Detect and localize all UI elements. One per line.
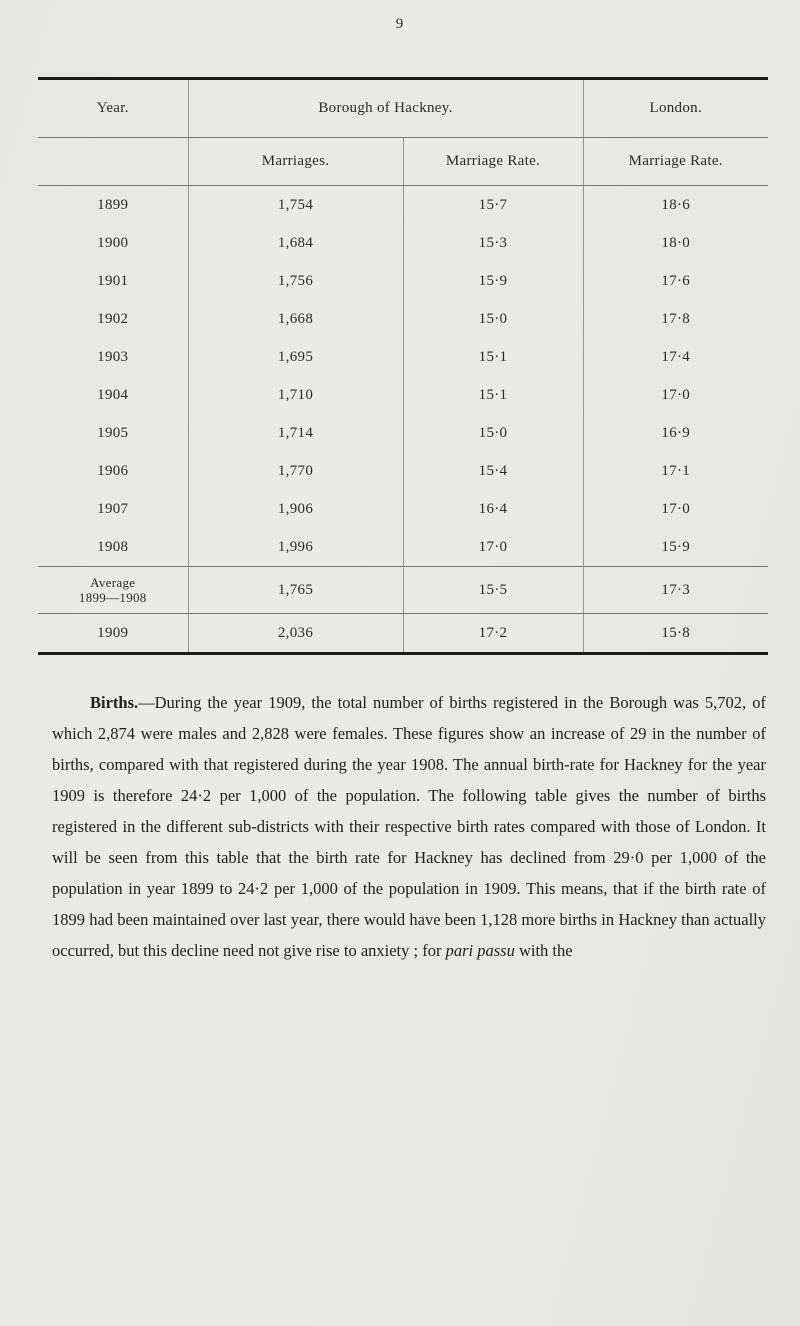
year-cell: 1900 <box>97 234 129 251</box>
marriages-cell: 1,695 <box>187 338 403 376</box>
table-row-1909: 1909 2,036 17·2 15·8 <box>38 613 768 654</box>
rate-cell: 15·1 <box>402 338 583 376</box>
average-label-line2: 1899—1908 <box>78 590 147 605</box>
col-subheader-marriages: Marriages. <box>187 137 403 186</box>
marriages-cell: 1,684 <box>187 224 403 262</box>
rate-cell: 15·1 <box>402 376 583 414</box>
rate-cell: 16·4 <box>402 490 583 528</box>
year-cell: 1907 <box>97 500 129 517</box>
marriages-cell: 1,765 <box>187 566 403 614</box>
london-rate-cell: 17·4 <box>582 338 768 376</box>
marriages-cell: 1,710 <box>187 376 403 414</box>
col-header-london: London. <box>582 78 768 138</box>
col-subheader-empty <box>38 137 188 186</box>
year-cell: 1901 <box>97 272 129 289</box>
page-number: 9 <box>395 16 405 32</box>
births-tail-text: with the <box>514 941 573 960</box>
marriage-statistics-table: Year. Borough of Hackney. London. Marria… <box>38 77 768 655</box>
marriages-cell: 1,996 <box>187 528 403 567</box>
london-rate-cell: 15·8 <box>582 613 768 654</box>
births-heading: Births. <box>90 693 139 712</box>
births-latin-phrase: pari passu <box>445 941 515 960</box>
table-header-row-2: Marriages. Marriage Rate. Marriage Rate. <box>38 137 768 186</box>
year-cell: 1902 <box>97 310 129 327</box>
col-header-year: Year. <box>38 78 188 138</box>
london-rate-cell: 18·0 <box>582 224 768 262</box>
year-cell: 1905 <box>97 424 129 441</box>
rate-cell: 15·3 <box>402 224 583 262</box>
table-row: 1903 1,695 15·1 17·4 <box>38 338 768 376</box>
rate-cell: 15·0 <box>402 414 583 452</box>
table-row-average: Average 1899—1908 1,765 15·5 17·3 <box>38 566 768 614</box>
table-row: 1905 1,714 15·0 16·9 <box>38 414 768 452</box>
year-cell: 1903 <box>97 348 129 365</box>
marriages-cell: 1,714 <box>187 414 403 452</box>
rate-cell: 17·2 <box>402 613 583 654</box>
marriages-cell: 1,906 <box>187 490 403 528</box>
year-cell: 1899 <box>97 196 129 213</box>
year-cell: 1908 <box>97 538 129 555</box>
rate-cell: 15·9 <box>402 262 583 300</box>
london-rate-cell: 17·8 <box>582 300 768 338</box>
london-rate-cell: 16·9 <box>582 414 768 452</box>
births-body-text: —During the year 1909, the total number … <box>52 693 766 960</box>
rate-cell: 15·5 <box>402 566 583 614</box>
london-rate-cell: 17·6 <box>582 262 768 300</box>
rate-cell: 15·0 <box>402 300 583 338</box>
london-rate-cell: 15·9 <box>582 528 768 567</box>
births-paragraph: Births.—During the year 1909, the total … <box>52 687 766 966</box>
marriages-cell: 1,668 <box>187 300 403 338</box>
table-row: 1906 1,770 15·4 17·1 <box>38 452 768 490</box>
table-header-row-1: Year. Borough of Hackney. London. <box>38 78 768 138</box>
average-label-cell: Average 1899—1908 <box>38 566 188 614</box>
rate-cell: 15·4 <box>402 452 583 490</box>
average-label-line1: Average <box>90 575 136 590</box>
marriages-cell: 1,770 <box>187 452 403 490</box>
col-header-hackney: Borough of Hackney. <box>187 78 583 138</box>
rate-cell: 17·0 <box>402 528 583 567</box>
table-row: 1900 1,684 15·3 18·0 <box>38 224 768 262</box>
table-row: 1904 1,710 15·1 17·0 <box>38 376 768 414</box>
london-rate-cell: 17·0 <box>582 490 768 528</box>
marriages-cell: 2,036 <box>187 613 403 654</box>
london-rate-cell: 17·1 <box>582 452 768 490</box>
table-row: 1901 1,756 15·9 17·6 <box>38 262 768 300</box>
london-rate-cell: 17·0 <box>582 376 768 414</box>
col-subheader-marriage-rate: Marriage Rate. <box>402 137 583 186</box>
table-row: 1902 1,668 15·0 17·8 <box>38 300 768 338</box>
year-cell: 1906 <box>97 462 129 479</box>
marriages-cell: 1,756 <box>187 262 403 300</box>
marriages-cell: 1,754 <box>187 185 403 224</box>
table-row: 1907 1,906 16·4 17·0 <box>38 490 768 528</box>
col-subheader-london-marriage-rate: Marriage Rate. <box>582 137 768 186</box>
london-rate-cell: 18·6 <box>582 185 768 224</box>
rate-cell: 15·7 <box>402 185 583 224</box>
year-cell: 1909 <box>97 624 129 641</box>
london-rate-cell: 17·3 <box>582 566 768 614</box>
table-row: 1899 1,754 15·7 18·6 <box>38 185 768 224</box>
table-row: 1908 1,996 17·0 15·9 <box>38 528 768 567</box>
year-cell: 1904 <box>97 386 129 403</box>
